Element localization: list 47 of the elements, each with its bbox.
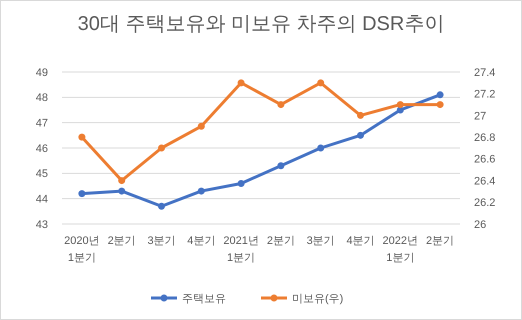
y2-tick-label: 27.4: [474, 66, 496, 79]
y-tick-label: 46: [36, 142, 48, 155]
point: [198, 122, 205, 130]
x-tick-label: 4분기: [346, 235, 375, 247]
x-tick-label: 3분기: [147, 235, 176, 247]
y2-tick-label: 27.2: [474, 88, 496, 101]
x-tick-label: 2분기: [266, 235, 295, 247]
point: [118, 177, 126, 184]
point: [436, 91, 444, 98]
legend-label: 미보유(우): [292, 292, 344, 305]
y2-tick-label: 26.2: [474, 197, 496, 210]
y-tick-label: 47: [36, 118, 48, 130]
y2-tick-label: 26: [474, 218, 486, 231]
point: [78, 190, 86, 198]
point: [78, 134, 86, 141]
x-tick-label: 3분기: [306, 235, 335, 247]
y-tick-label: 49: [36, 66, 48, 79]
y2-tick-label: 26.8: [474, 132, 496, 144]
point: [158, 202, 165, 210]
point: [158, 144, 165, 152]
chart-title: 30대 주택보유와 미보유 차주의 DSR추이: [78, 13, 444, 35]
y2-tick-label: 27: [474, 110, 486, 122]
x-tick-label: 2020년 1분기: [64, 235, 100, 264]
y-tick-label: 43: [36, 218, 48, 231]
y2-tick-label: 26.4: [474, 175, 496, 188]
point: [277, 162, 284, 170]
y-tick-label: 48: [36, 92, 48, 104]
point: [357, 132, 364, 139]
point: [238, 180, 245, 187]
point: [317, 79, 324, 86]
y-tick-label: 45: [36, 168, 48, 180]
point: [317, 144, 324, 152]
point: [357, 112, 364, 119]
point: [277, 101, 284, 108]
legend-label: 주택보유: [182, 292, 226, 305]
x-tick-label: 2022년 1분기: [382, 235, 418, 264]
point: [118, 188, 126, 195]
x-tick-label: 2021년 1분기: [223, 235, 259, 264]
point: [198, 188, 205, 195]
point: [238, 79, 245, 86]
y2-tick-label: 26.6: [474, 154, 496, 166]
y-tick-label: 44: [36, 194, 48, 206]
point: [396, 101, 404, 108]
x-tick-label: 2분기: [108, 235, 136, 247]
point: [436, 101, 444, 108]
x-tick-label: 4분기: [187, 235, 216, 247]
x-tick-label: 2분기: [426, 235, 454, 247]
